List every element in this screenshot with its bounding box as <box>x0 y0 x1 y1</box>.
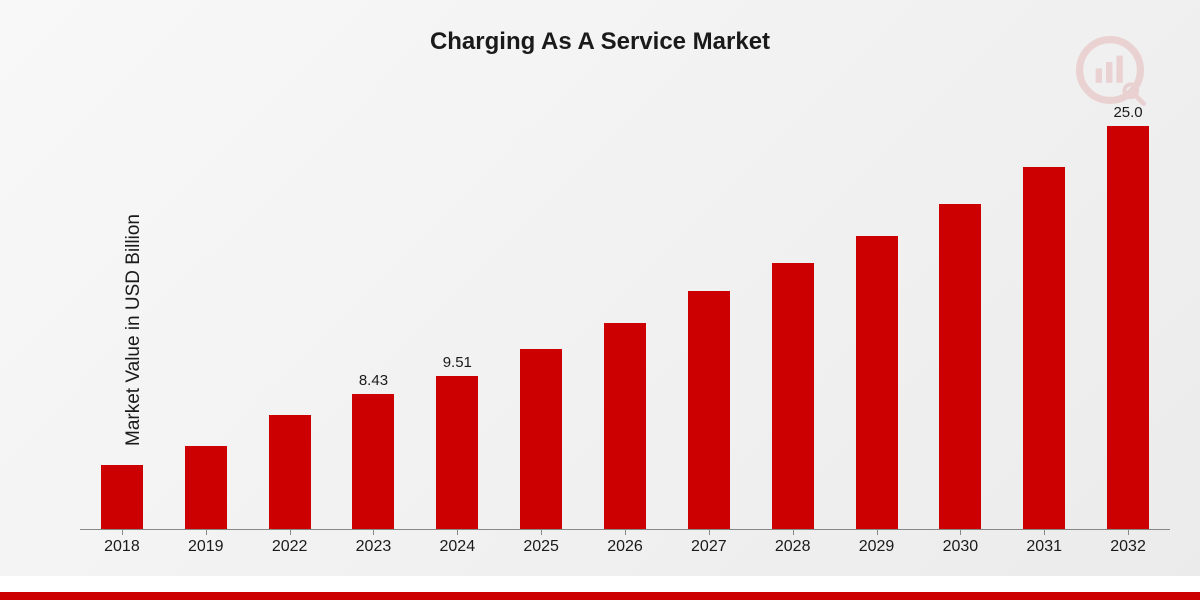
x-axis-category: 2027 <box>667 538 750 556</box>
x-axis-category: 2031 <box>1003 538 1086 556</box>
x-axis-category: 2025 <box>500 538 583 556</box>
bar-group: 8.43 <box>332 372 415 530</box>
x-axis-labels: 2018201920222023202420252026202720282029… <box>80 538 1170 556</box>
x-axis-tick <box>1044 530 1045 535</box>
x-axis-tick <box>290 530 291 535</box>
bar <box>185 446 227 530</box>
bar-value-label: 9.51 <box>443 354 472 372</box>
bar <box>1107 126 1149 530</box>
bar-group: 25.0 <box>1087 104 1170 530</box>
chart-title: Charging As A Service Market <box>430 28 770 56</box>
watermark-logo <box>1070 30 1150 110</box>
bar-group <box>835 214 918 530</box>
bar-group: 9.51 <box>416 354 499 530</box>
x-axis-tick <box>793 530 794 535</box>
chart-plot-area: 8.439.5125.0 <box>80 110 1170 530</box>
x-axis-category: 2023 <box>332 538 415 556</box>
bar-value-label: 25.0 <box>1113 104 1142 122</box>
x-axis-tick <box>541 530 542 535</box>
bar <box>856 236 898 530</box>
x-axis-category: 2029 <box>835 538 918 556</box>
bar <box>688 291 730 530</box>
x-axis-category: 2019 <box>164 538 247 556</box>
x-axis-tick <box>373 530 374 535</box>
x-axis-category: 2022 <box>248 538 331 556</box>
bar-group <box>164 424 247 530</box>
x-axis-category: 2024 <box>416 538 499 556</box>
x-axis-category: 2030 <box>919 538 1002 556</box>
footer-white-bar <box>0 576 1200 592</box>
bar-group <box>583 301 666 530</box>
bar-group <box>248 393 331 530</box>
bar <box>939 204 981 530</box>
x-axis-tick <box>122 530 123 535</box>
bar-group <box>80 443 163 530</box>
bar <box>352 394 394 530</box>
bar-group <box>919 182 1002 530</box>
x-axis-category: 2028 <box>751 538 834 556</box>
x-axis-category: 2026 <box>583 538 666 556</box>
x-axis-tick <box>1128 530 1129 535</box>
footer-red-bar <box>0 592 1200 600</box>
x-axis-tick <box>960 530 961 535</box>
bar <box>101 465 143 530</box>
bar-group <box>751 241 834 530</box>
x-axis-category: 2032 <box>1087 538 1170 556</box>
x-axis-tick <box>457 530 458 535</box>
bar <box>520 349 562 530</box>
x-axis-category: 2018 <box>80 538 163 556</box>
bar-group <box>1003 145 1086 530</box>
bars-container: 8.439.5125.0 <box>80 110 1170 530</box>
bar <box>772 263 814 530</box>
bar <box>604 323 646 530</box>
bar <box>1023 167 1065 530</box>
bar <box>269 415 311 530</box>
x-axis-tick <box>877 530 878 535</box>
x-axis-tick <box>709 530 710 535</box>
bar <box>436 376 478 530</box>
x-axis-tick <box>206 530 207 535</box>
bar-value-label: 8.43 <box>359 372 388 390</box>
bar-group <box>500 327 583 530</box>
x-axis-tick <box>625 530 626 535</box>
bar-group <box>667 269 750 530</box>
